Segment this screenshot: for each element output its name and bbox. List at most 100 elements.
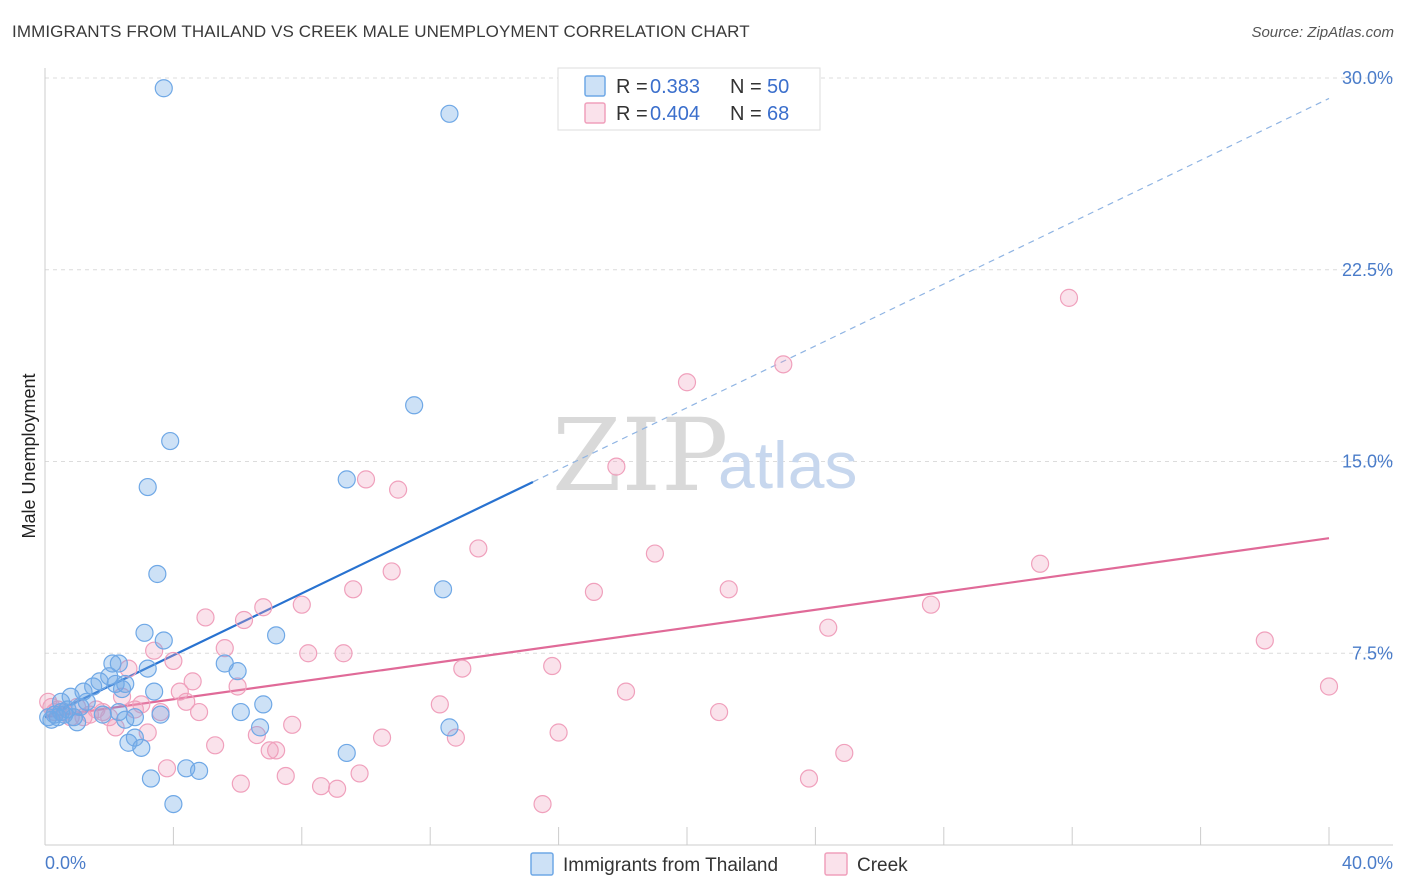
thailand-point — [112, 679, 132, 699]
axes — [44, 68, 1393, 846]
creek-point — [260, 741, 279, 760]
creek-point — [835, 743, 854, 763]
thailand-trend-extension — [532, 97, 1330, 483]
thailand-point — [440, 104, 459, 123]
thailand-point — [77, 692, 96, 711]
creek-point — [189, 702, 209, 722]
legend-r-label-creek: R = — [616, 103, 648, 125]
thailand-point — [138, 659, 157, 678]
thailand-point — [132, 738, 151, 757]
creek-point — [709, 702, 729, 722]
thailand-point — [109, 654, 128, 673]
x-tick-label-max: 40.0% — [1342, 853, 1393, 873]
thailand-point — [64, 708, 83, 727]
creek-point — [283, 715, 302, 734]
thailand-point — [141, 769, 161, 788]
thailand-point — [337, 743, 356, 763]
creek-point — [231, 774, 250, 793]
creek-point — [177, 692, 196, 711]
legend-n-value-creek: 68 — [767, 103, 789, 125]
creek-point — [1059, 288, 1079, 307]
thailand-point — [267, 626, 286, 645]
thailand-point — [161, 431, 180, 451]
creek-point — [344, 580, 363, 599]
y-axis-label: Male Unemployment — [19, 373, 39, 538]
data-points — [39, 79, 1339, 814]
creek-point — [292, 595, 311, 614]
creek-trend-line — [44, 537, 1330, 719]
creek-point — [469, 539, 488, 558]
creek-point — [276, 766, 295, 786]
creek-point — [533, 794, 552, 814]
creek-point — [1255, 631, 1274, 650]
thailand-point — [151, 705, 170, 724]
legend-swatch-creek — [584, 102, 606, 124]
creek-point — [311, 777, 331, 796]
creek-point — [430, 695, 449, 714]
creek-point — [164, 651, 183, 671]
thailand-point — [67, 713, 87, 732]
x-tick-labels: 0.0% 40.0% — [45, 853, 1393, 873]
creek-point — [334, 644, 353, 663]
thailand-point — [254, 695, 273, 714]
creek-point — [234, 610, 254, 630]
thailand-point — [433, 580, 453, 599]
thailand-point — [154, 631, 173, 650]
creek-point — [1319, 677, 1339, 696]
creek-point — [215, 639, 234, 658]
thailand-trend-line — [44, 480, 534, 719]
thailand-point — [145, 682, 164, 701]
creek-point — [106, 718, 125, 737]
creek-point — [350, 764, 369, 783]
creek-point — [584, 582, 604, 601]
gridlines — [45, 77, 1393, 654]
thailand-point — [250, 718, 270, 737]
chart-title: IMMIGRANTS FROM THAILAND VS CREEK MALE U… — [12, 22, 750, 41]
thailand-point — [125, 728, 144, 747]
bottom-legend-label-thailand: Immigrants from Thailand — [563, 855, 778, 876]
thailand-point — [125, 708, 144, 727]
thailand-point — [231, 702, 250, 722]
thailand-point — [440, 718, 459, 737]
y-tick-label: 30.0% — [1342, 68, 1393, 88]
thailand-point — [74, 682, 93, 701]
creek-point — [299, 644, 318, 663]
creek-point — [799, 769, 819, 788]
bottom-legend-swatch-thailand — [530, 852, 554, 876]
thailand-point — [337, 470, 356, 489]
creek-point — [119, 659, 138, 678]
creek-point — [774, 355, 793, 374]
creek-point — [645, 544, 665, 563]
watermark-atlas: atlas — [718, 428, 857, 502]
y-tick-label: 7.5% — [1352, 643, 1393, 663]
creek-point — [183, 672, 202, 691]
legend-n-label-creek: N = — [730, 103, 762, 125]
creek-point — [819, 618, 838, 637]
creek-point — [267, 741, 286, 760]
creek-point — [254, 598, 273, 617]
creek-point — [382, 562, 401, 581]
creek-point — [157, 759, 177, 778]
legend-r-label-thailand: R = — [616, 76, 648, 98]
creek-point — [543, 656, 562, 676]
x-tick-label-min: 0.0% — [45, 853, 86, 873]
y-tick-label: 15.0% — [1342, 452, 1393, 472]
bottom-legend-label-creek: Creek — [857, 855, 908, 876]
legend-n-label-thailand: N = — [730, 76, 762, 98]
thailand-point — [148, 564, 167, 584]
creek-point — [372, 728, 392, 747]
thailand-point — [138, 477, 157, 497]
thailand-point — [116, 674, 135, 694]
creek-point — [719, 580, 738, 599]
creek-point — [1030, 554, 1050, 573]
legend-n-value-thailand: 50 — [767, 76, 789, 98]
creek-point — [446, 728, 465, 747]
creek-point — [328, 779, 347, 798]
legend-swatch-thailand — [584, 75, 606, 97]
creek-point — [206, 736, 225, 755]
thailand-point — [189, 761, 209, 780]
creek-point — [549, 723, 568, 742]
watermark: ZIP atlas — [552, 397, 857, 514]
creek-point — [607, 457, 626, 476]
